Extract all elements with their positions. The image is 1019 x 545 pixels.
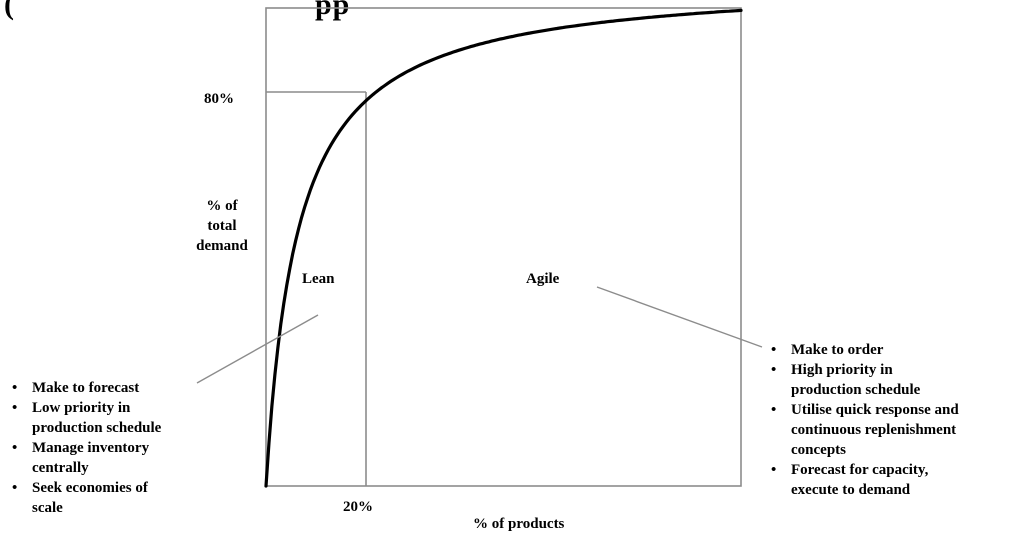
y-axis-label: % of total demand bbox=[182, 196, 262, 256]
lean-bullet-continuation: production schedule bbox=[32, 420, 162, 436]
lean-bullet-continuation: centrally bbox=[32, 460, 89, 476]
lean-bullet-item: Low priority in bbox=[6, 398, 161, 418]
y-axis-label-line: % of bbox=[206, 198, 238, 214]
lean-callout-line bbox=[196, 314, 319, 384]
x-axis-label: % of products bbox=[473, 516, 565, 532]
lean-bullet-continuation: scale bbox=[32, 500, 63, 516]
agile-bullet-item: Forecast for capacity, bbox=[765, 460, 959, 480]
agile-callout-line bbox=[596, 286, 763, 348]
lean-bullet-item: Seek economies of bbox=[6, 478, 161, 498]
region-label-lean: Lean bbox=[302, 271, 335, 287]
y-marker-label: 80% bbox=[204, 91, 234, 107]
title-fragment: ( pp bbox=[4, 0, 350, 22]
title-fragment-right: pp bbox=[315, 0, 351, 21]
agile-bullet-item: Make to order bbox=[765, 340, 959, 360]
agile-bullet-continuation: concepts bbox=[791, 442, 846, 458]
agile-bullet-continuation: production schedule bbox=[791, 382, 921, 398]
title-fragment-left: ( bbox=[4, 0, 15, 21]
pareto-curve bbox=[264, 8, 743, 488]
region-label-agile: Agile bbox=[526, 271, 560, 287]
agile-bullet-item: Utilise quick response and bbox=[765, 400, 959, 420]
plot-frame bbox=[265, 7, 742, 487]
agile-bullet-item: High priority in bbox=[765, 360, 959, 380]
agile-bullet-list: Make to order High priority in productio… bbox=[765, 340, 959, 500]
agile-bullet-continuation: execute to demand bbox=[791, 482, 911, 498]
lean-bullet-list: Make to forecast Low priority in product… bbox=[6, 378, 161, 518]
agile-bullet-continuation: continuous replenishment bbox=[791, 422, 957, 438]
lean-bullet-item: Manage inventory bbox=[6, 438, 161, 458]
lean-bullet-item: Make to forecast bbox=[6, 378, 161, 398]
y-axis-label-line: total bbox=[207, 218, 237, 234]
x-marker-label: 20% bbox=[343, 499, 373, 515]
y-axis-label-line: demand bbox=[196, 238, 248, 254]
